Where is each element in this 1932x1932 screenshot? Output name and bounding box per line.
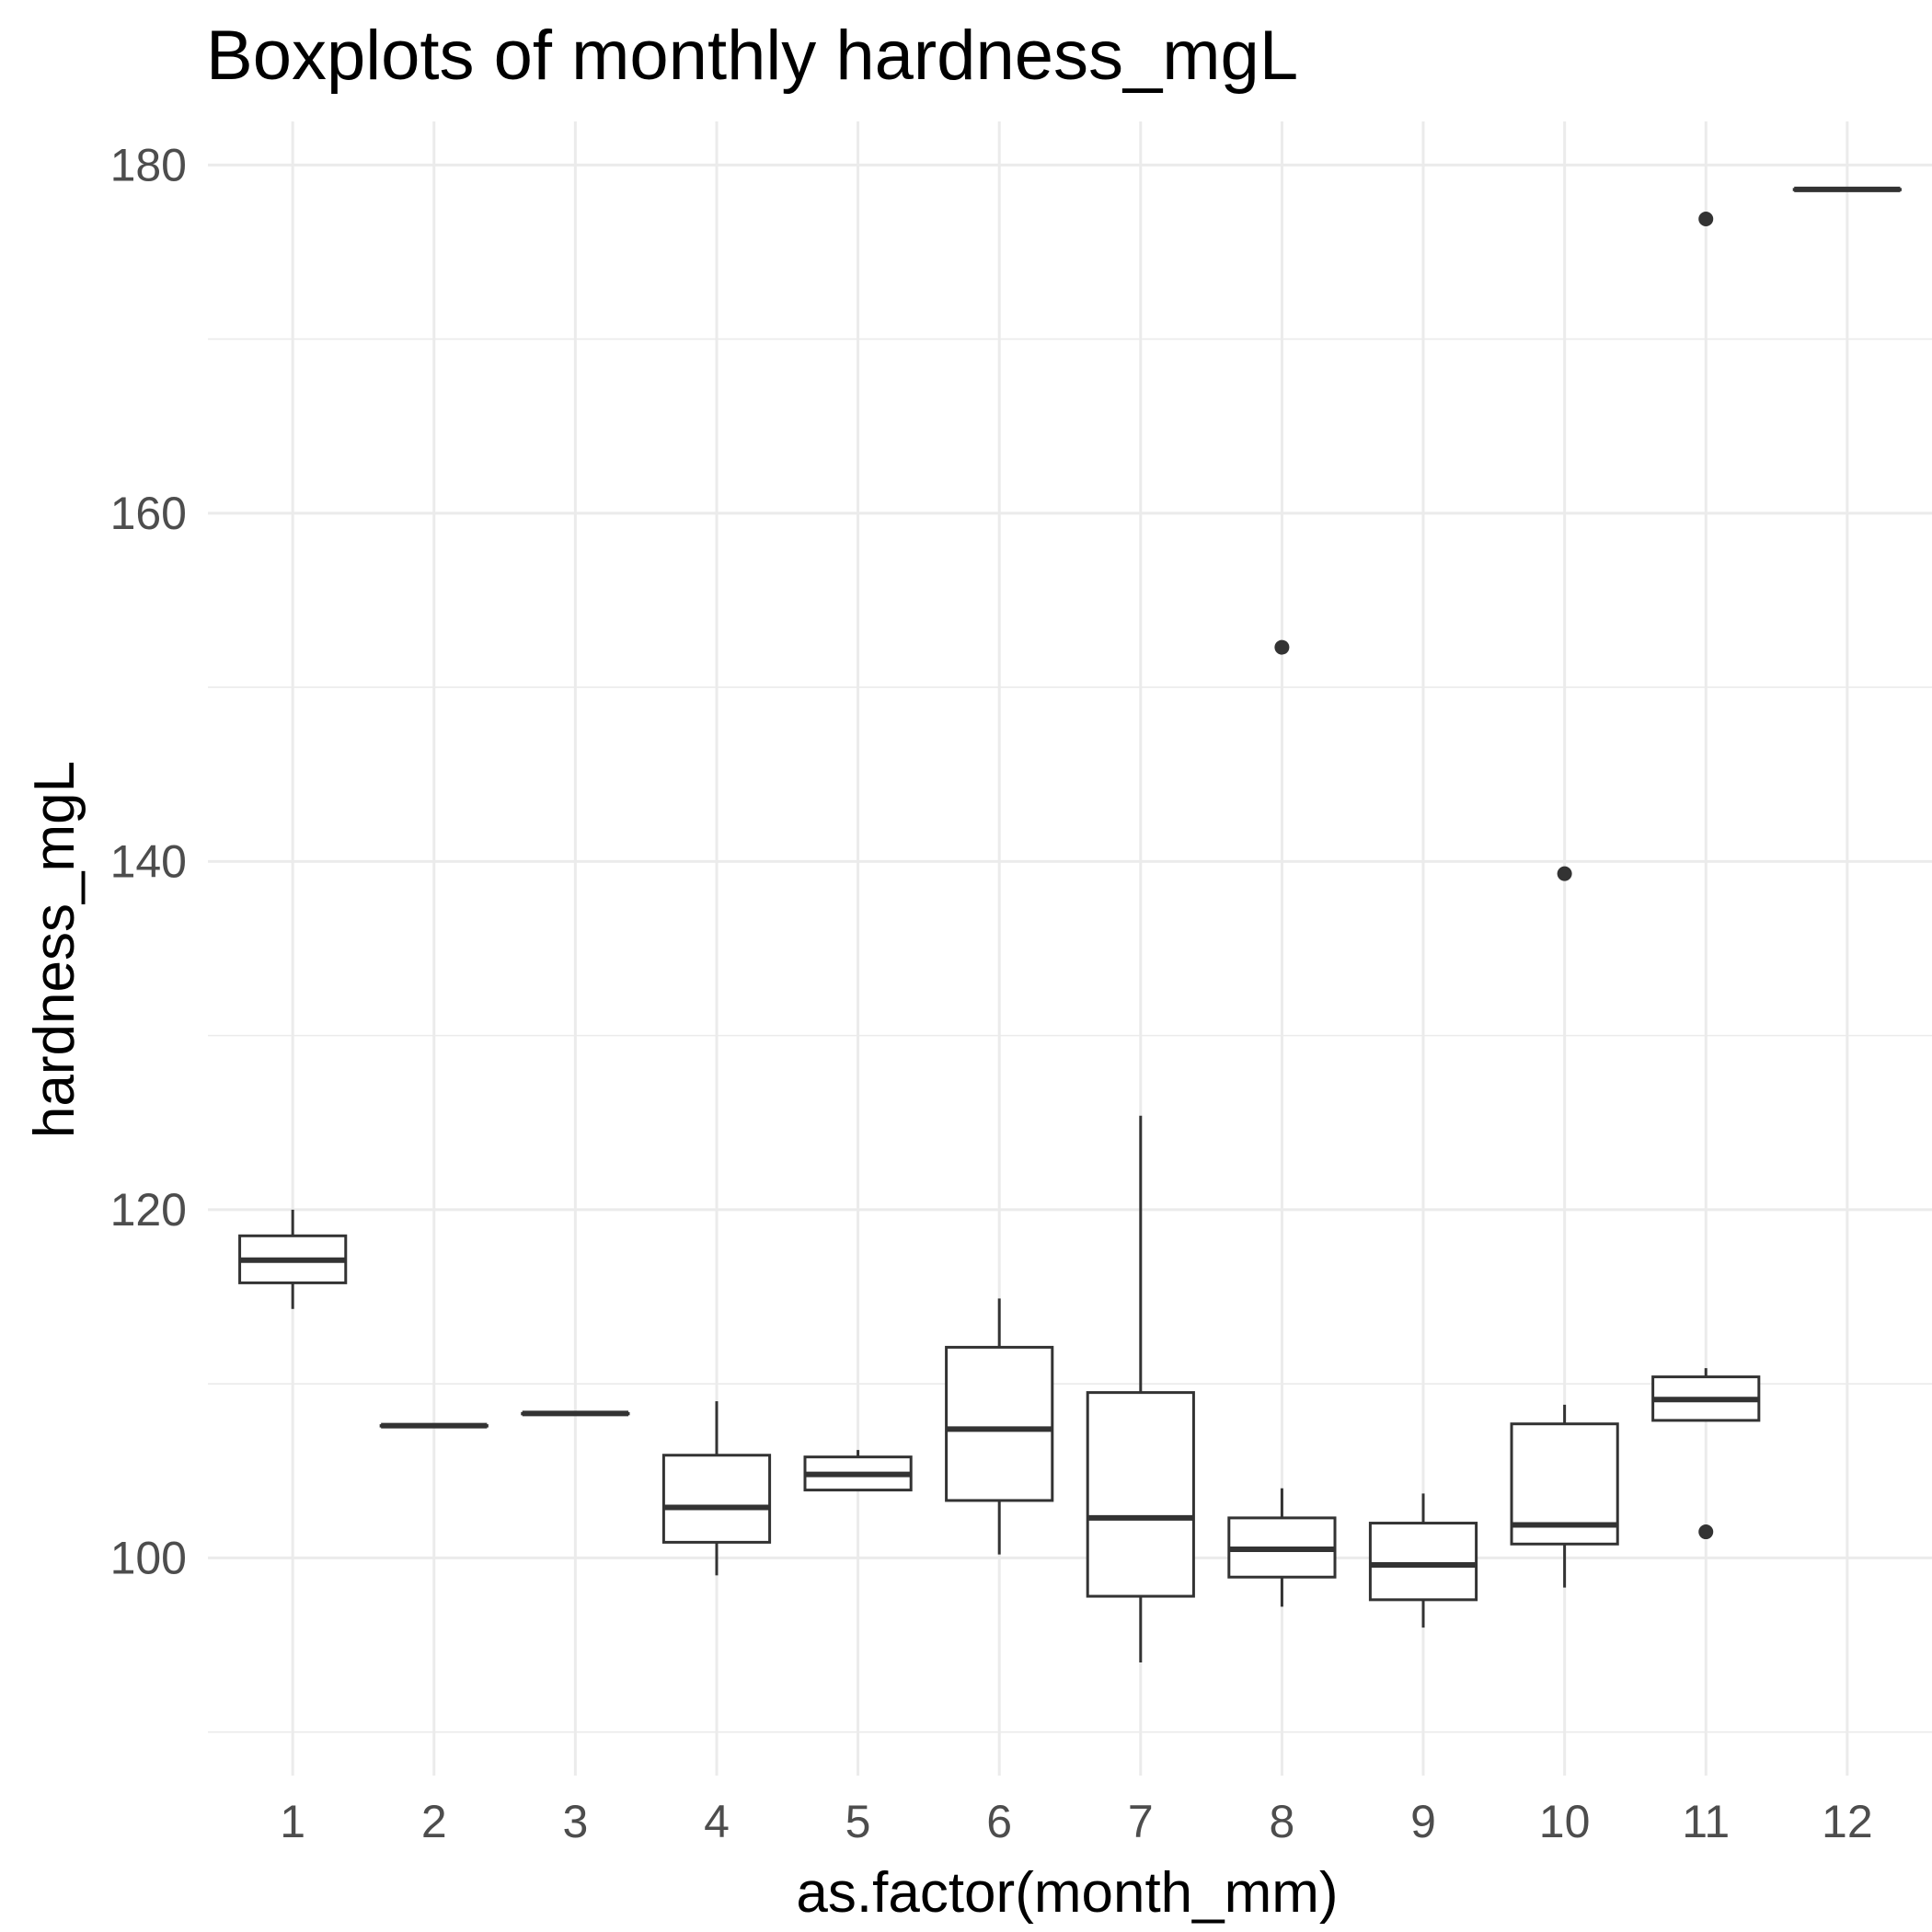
grid-lines — [208, 121, 1932, 1776]
box-month-4 — [661, 1401, 772, 1576]
box-month-2 — [379, 1422, 489, 1429]
box-month-8 — [1227, 639, 1337, 1607]
iqr-box — [1368, 1522, 1478, 1602]
outlier-point — [1557, 866, 1572, 881]
x-tick-label: 6 — [986, 1796, 1012, 1847]
box-month-11 — [1651, 211, 1761, 1540]
y-tick-label: 120 — [110, 1184, 187, 1236]
x-tick-label: 9 — [1410, 1796, 1436, 1847]
y-axis-title: hardness_mgL — [23, 761, 86, 1138]
outlier-point — [1698, 1524, 1714, 1540]
y-tick-label: 100 — [110, 1532, 187, 1583]
box-month-10 — [1510, 866, 1619, 1588]
y-tick-label: 180 — [110, 139, 187, 190]
y-tick-label: 140 — [110, 835, 187, 887]
x-tick-label: 12 — [1822, 1796, 1873, 1847]
x-tick-label: 11 — [1682, 1796, 1730, 1847]
y-tick-label: 160 — [110, 488, 187, 539]
x-tick-label: 10 — [1539, 1796, 1591, 1847]
outlier-point — [1274, 639, 1290, 655]
box-month-7 — [1086, 1115, 1195, 1662]
box-series — [238, 186, 1902, 1662]
box-month-9 — [1368, 1493, 1478, 1628]
x-tick-label: 2 — [421, 1796, 447, 1847]
iqr-box — [1086, 1391, 1195, 1598]
x-tick-label: 8 — [1270, 1796, 1295, 1847]
iqr-box — [661, 1454, 772, 1544]
box-month-5 — [803, 1450, 913, 1492]
y-axis-ticks: 100 120 140 160 180 — [110, 139, 187, 1583]
x-axis-title: as.factor(month_mm) — [796, 1861, 1338, 1925]
x-tick-label: 5 — [845, 1796, 871, 1847]
x-tick-label: 3 — [562, 1796, 588, 1847]
x-axis-ticks: 1 2 3 4 5 6 7 8 9 10 11 12 — [280, 1796, 1872, 1847]
box-month-3 — [521, 1410, 630, 1417]
box-month-6 — [945, 1298, 1054, 1555]
chart-title: Boxplots of monthly hardness_mgL — [206, 17, 1298, 95]
x-tick-label: 7 — [1128, 1796, 1154, 1847]
iqr-box — [945, 1345, 1054, 1502]
outlier-point — [1698, 211, 1714, 226]
x-tick-label: 1 — [280, 1796, 305, 1847]
box-month-1 — [238, 1209, 348, 1309]
x-tick-label: 4 — [704, 1796, 730, 1847]
